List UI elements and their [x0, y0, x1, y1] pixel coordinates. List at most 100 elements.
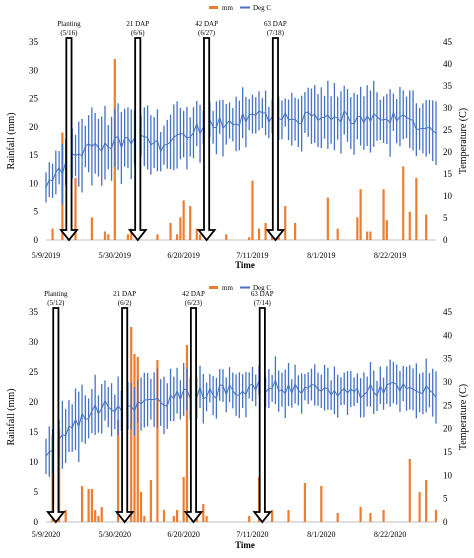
rain-bar	[418, 492, 421, 522]
rain-bar	[130, 228, 133, 240]
rain-bar	[126, 234, 130, 240]
rain-bar	[185, 345, 189, 522]
arrow-shape	[183, 307, 204, 524]
y-left-tick-label: 35	[29, 37, 39, 47]
rain-bar	[402, 166, 405, 240]
annotation-arrow: 21 DAP(6/2)	[113, 290, 136, 524]
rain-bar	[248, 237, 251, 240]
y-right-axis-title: Temperature (C)	[458, 384, 469, 450]
legend-swatch-rain	[209, 286, 218, 289]
rain-bar	[117, 420, 120, 522]
annotation-date: (6/2)	[118, 299, 132, 307]
rain-bar	[80, 486, 84, 522]
y-left-tick-label: 15	[29, 150, 39, 160]
legend-label-temp: Deg C	[253, 4, 271, 12]
y-left-tick-label: 25	[29, 94, 39, 104]
rain-bar	[369, 513, 372, 522]
rain-bar	[74, 177, 77, 240]
rain-bar	[264, 223, 267, 240]
annotation-arrow: Planting(5/16)	[57, 20, 81, 242]
y-right-tick-label: 0	[443, 235, 448, 245]
y-right-tick-label: 5	[443, 494, 448, 504]
annotation-arrow: 42 DAP(6/27)	[195, 20, 218, 242]
y-left-axis-title: Rainfall (mm)	[6, 113, 17, 170]
x-axis-title: Time	[235, 260, 255, 270]
legend-label-temp: Deg C	[253, 284, 271, 292]
rain-bar	[303, 483, 307, 522]
annotation-arrow: 21 DAP(6/6)	[126, 20, 149, 242]
y-left-tick-label: 5	[34, 207, 39, 217]
rain-bar	[408, 211, 411, 240]
y-left-tick-label: 0	[34, 235, 39, 245]
arrow-shape	[196, 37, 217, 242]
rain-bar	[434, 510, 438, 522]
annotation-label: 21 DAP	[113, 290, 136, 298]
rain-bar	[366, 231, 369, 240]
rain-bar	[64, 510, 67, 522]
rain-bar	[271, 510, 274, 522]
rain-bar	[359, 507, 362, 522]
y-right-tick-label: 40	[443, 330, 453, 340]
annotation-label: 63 DAP	[251, 290, 274, 298]
rain-bar	[100, 507, 103, 522]
rain-bar	[103, 231, 107, 240]
annotation-label: Planting	[57, 20, 81, 28]
y-right-tick-label: 30	[443, 103, 453, 113]
rain-bar	[107, 234, 110, 240]
rain-bar	[425, 480, 428, 522]
rain-bar	[51, 228, 54, 240]
y-right-tick-label: 15	[443, 447, 453, 457]
rain-bar	[251, 180, 254, 240]
rain-bar	[326, 197, 329, 240]
rain-bar	[94, 510, 97, 522]
x-tick-label: 8/22/2020	[374, 530, 406, 539]
x-tick-label: 5/30/2020	[99, 530, 131, 539]
annotation-label: 42 DAP	[182, 290, 205, 298]
annotation-label: 21 DAP	[126, 20, 149, 28]
annotation-label: 42 DAP	[195, 20, 218, 28]
y-right-tick-label: 20	[443, 147, 453, 157]
temp-mean-line	[45, 108, 437, 188]
arrow-shape	[127, 37, 148, 242]
legend: mm Deg C	[209, 4, 271, 12]
rain-bar	[156, 360, 159, 522]
rain-bar	[182, 200, 185, 240]
temp-mean-line	[45, 378, 437, 457]
y-left-tick-label: 25	[29, 367, 39, 377]
y-left-tick-label: 20	[29, 397, 39, 407]
legend-label-rain: mm	[222, 4, 233, 12]
annotation-arrow: 63 DAP(7/18)	[264, 20, 287, 242]
rain-bar	[90, 489, 93, 522]
rain-bar	[182, 477, 185, 522]
rain-bar	[202, 504, 205, 522]
rain-bar	[287, 510, 290, 522]
x-axis-title: Time	[235, 540, 255, 550]
y-left-axis-title: Rainfall (mm)	[6, 389, 17, 446]
y-left-tick-label: 5	[34, 487, 39, 497]
rain-bar	[175, 510, 179, 522]
rain-bar	[293, 223, 297, 240]
rain-bar	[415, 177, 418, 240]
x-tick-label: 5/30/2019	[99, 251, 131, 260]
annotation-date: (6/27)	[198, 29, 216, 37]
rain-bar	[336, 228, 339, 240]
rain-bar	[136, 357, 139, 522]
arrow-shape	[59, 37, 79, 242]
y-right-tick-label: 15	[443, 169, 453, 179]
rain-bar	[225, 234, 228, 240]
x-tick-label: 8/22/2019	[374, 251, 406, 260]
annotation-date: (7/14)	[254, 299, 272, 307]
annotation-label: Planting	[44, 290, 68, 298]
y-right-tick-label: 45	[443, 37, 453, 47]
annotation-date: (5/12)	[47, 299, 65, 307]
annotation-date: (6/23)	[185, 299, 203, 307]
rain-bar	[257, 228, 261, 240]
rain-bar	[198, 234, 202, 240]
y-right-tick-label: 30	[443, 377, 453, 387]
rain-bar	[143, 516, 146, 522]
annotation-date: (6/6)	[131, 29, 145, 37]
rain-bar	[359, 189, 362, 240]
rain-bar	[369, 231, 372, 240]
rain-bar	[149, 480, 152, 522]
